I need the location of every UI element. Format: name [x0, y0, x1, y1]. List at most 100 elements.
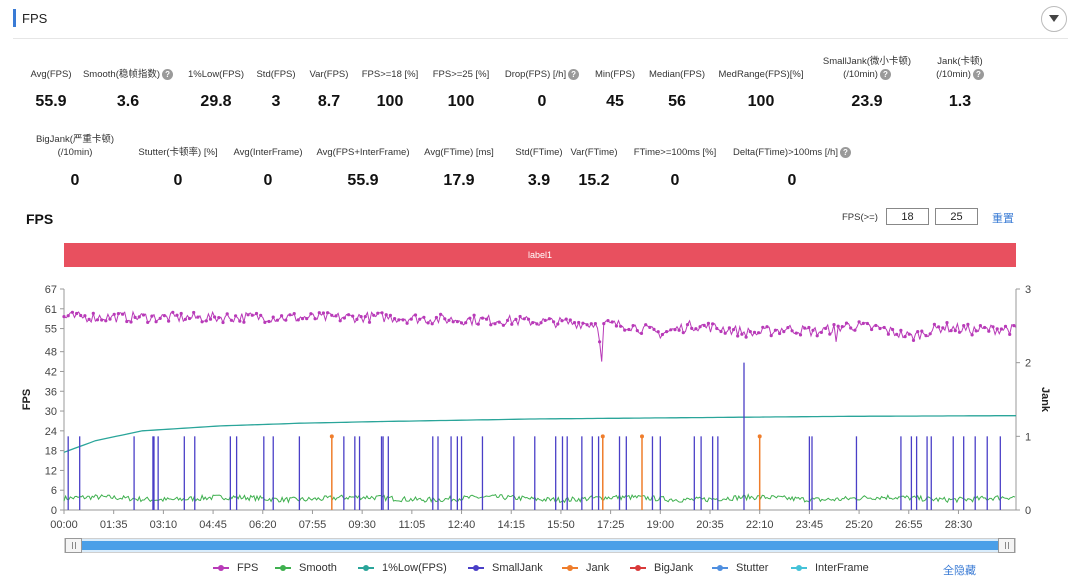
y-tick-label: 12: [45, 465, 57, 477]
help-icon[interactable]: ?: [568, 68, 580, 80]
fps-point: [434, 315, 438, 320]
fps-point: [489, 323, 493, 327]
fps-point: [526, 317, 531, 321]
fps-point: [652, 327, 656, 331]
metric-label: SmallJank(微小卡顿): [787, 55, 947, 68]
fps-point: [623, 328, 627, 332]
fps-point: [447, 318, 451, 322]
fps-point: [945, 321, 949, 325]
legend-item-jank[interactable]: Jank: [562, 562, 609, 574]
fps-point: [740, 332, 744, 336]
fps-point: [790, 329, 794, 333]
fps-point: [606, 319, 610, 323]
metric-metrics_row2-8: Delta(FTime)>100ms [/h]?: [712, 146, 872, 159]
metric-label-text: SmallJank(微小卡顿): [822, 56, 912, 67]
fps-point: [568, 318, 572, 322]
reset-button[interactable]: 重置: [992, 213, 1014, 225]
legend-item-stutter[interactable]: Stutter: [712, 562, 768, 574]
x-tick-label: 12:40: [448, 519, 476, 531]
legend-label: InterFrame: [815, 562, 869, 574]
fps-point: [326, 311, 330, 315]
fps-point: [87, 317, 91, 321]
fps-point: [158, 316, 162, 320]
fps-point: [757, 331, 761, 335]
metric-value: 0: [70, 172, 80, 189]
zoom-slider-right-handle[interactable]: [998, 538, 1015, 553]
fps-point: [300, 317, 305, 321]
y-tick-label: 61: [45, 304, 57, 316]
fps-point: [899, 328, 903, 332]
metric-value: 55.9: [347, 172, 379, 189]
metric-value: 1.3: [948, 93, 972, 110]
fps-point: [669, 328, 673, 332]
fps-point: [949, 329, 953, 333]
legend-item-interframe[interactable]: InterFrame: [791, 562, 869, 574]
metric-label-text: Drop(FPS) [/h]: [504, 69, 567, 80]
fps-point: [786, 326, 790, 330]
legend-item-bigjank[interactable]: BigJank: [630, 562, 693, 574]
legend-item-smalljank[interactable]: SmallJank: [468, 562, 543, 574]
fps-point: [422, 315, 426, 319]
help-icon[interactable]: ?: [972, 68, 984, 80]
fps-point: [765, 325, 769, 329]
metric-metrics_row2-6: Var(FTime): [514, 146, 674, 159]
metric-label: Delta(FTime)>100ms [/h]?: [712, 146, 872, 159]
fps-point: [79, 313, 83, 318]
x-tick-label: 17:25: [597, 519, 625, 531]
metric-value: 100: [447, 93, 475, 110]
collapse-button[interactable]: [1041, 6, 1067, 32]
metric-value: 29.8: [200, 93, 232, 110]
zoom-slider-range[interactable]: [81, 541, 999, 550]
metric-metrics_row2-4: Avg(FTime) [ms]: [379, 146, 539, 159]
fps-point: [418, 317, 422, 321]
help-icon[interactable]: ?: [879, 68, 891, 80]
label-band[interactable]: label1: [64, 243, 1016, 267]
zoom-slider[interactable]: [64, 538, 1016, 553]
metric-label-text: Median(FPS): [649, 69, 705, 80]
metric-value: 55.9: [35, 93, 67, 110]
metric-metrics_row2-1: Stutter(卡顿率) [%]: [98, 146, 258, 159]
series-smooth: [63, 493, 1016, 504]
x-tick-label: 04:45: [199, 519, 227, 531]
metric-value: 3.9: [527, 172, 551, 189]
fps-point: [522, 317, 526, 321]
fps-point: [991, 325, 995, 329]
legend-item-low1[interactable]: 1%Low(FPS): [358, 562, 447, 574]
fps-point: [510, 322, 514, 326]
fps-point: [292, 312, 296, 316]
metric-metrics_row1-1: Smooth(稳帧指数)?: [48, 68, 208, 81]
y-tick-label: 67: [45, 284, 57, 296]
hide-all-button[interactable]: 全隐藏: [943, 565, 976, 577]
zoom-slider-left-handle[interactable]: [65, 538, 82, 553]
fps-point: [619, 324, 623, 328]
metric-label: FTime>=100ms [%]: [595, 146, 755, 159]
help-icon[interactable]: ?: [162, 68, 174, 80]
fps-point: [999, 327, 1004, 331]
x-tick-label: 03:10: [150, 519, 178, 531]
help-icon[interactable]: ?: [839, 146, 851, 158]
x-tick-label: 09:30: [348, 519, 376, 531]
x-tick-label: 22:10: [746, 519, 774, 531]
fps-point: [778, 331, 782, 336]
fps-point: [585, 323, 589, 327]
fps-point: [811, 328, 815, 332]
fps-point: [736, 334, 740, 338]
legend-item-smooth[interactable]: Smooth: [275, 562, 337, 574]
fps-point: [928, 332, 932, 336]
legend-item-fps[interactable]: FPS: [213, 562, 258, 574]
fps-threshold-input-1[interactable]: [886, 208, 929, 225]
metric-metrics_row1-5: FPS>=18 [%]: [310, 68, 470, 81]
fps-point: [627, 327, 631, 332]
legend-marker: [275, 563, 291, 573]
fps-threshold-input-2[interactable]: [935, 208, 978, 225]
y2-tick-label: 1: [1025, 431, 1031, 443]
legend-label: Jank: [586, 562, 610, 574]
fps-point: [639, 331, 644, 335]
fps-point: [413, 313, 418, 317]
metric-metrics_row1-12: Jank(卡顿) (/10min)?: [880, 55, 1040, 81]
fps-point: [614, 324, 619, 328]
metric-label: 1%Low(FPS): [136, 68, 296, 81]
fps-point: [405, 321, 409, 325]
fps-point: [844, 321, 849, 325]
